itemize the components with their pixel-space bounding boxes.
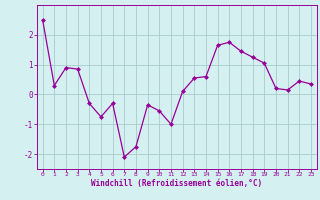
X-axis label: Windchill (Refroidissement éolien,°C): Windchill (Refroidissement éolien,°C) bbox=[91, 179, 262, 188]
